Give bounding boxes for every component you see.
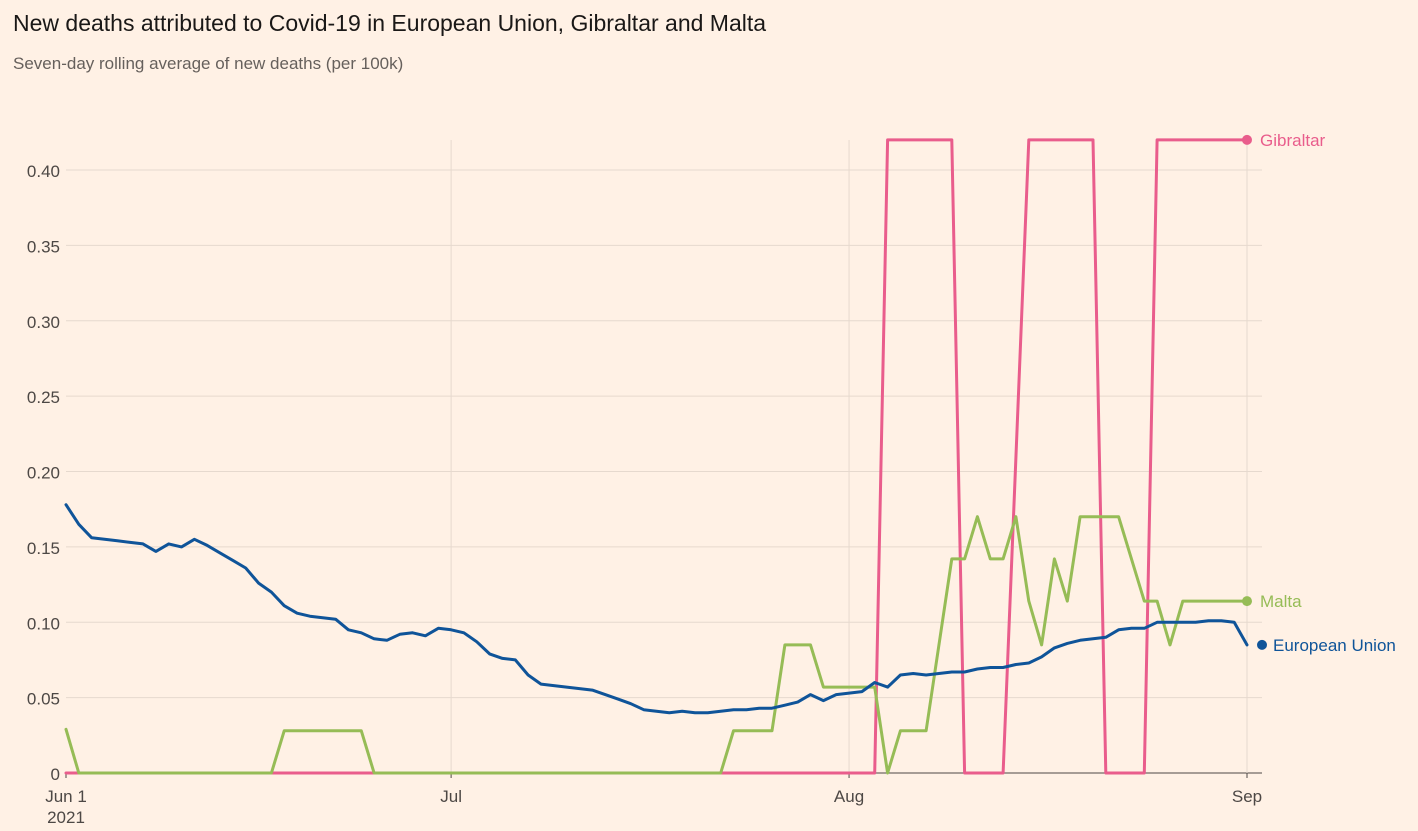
y-tick-label: 0.30 (27, 313, 60, 332)
european-union-label: European Union (1273, 636, 1396, 655)
malta-end-marker (1242, 596, 1252, 607)
gibraltar-label: Gibraltar (1260, 131, 1326, 150)
x-tick-label: Sep (1232, 787, 1262, 806)
y-tick-label: 0.15 (27, 539, 60, 558)
y-tick-label: 0 (51, 765, 60, 784)
malta-line (64, 515, 1249, 775)
y-tick-label: 0.05 (27, 690, 60, 709)
chart-subtitle: Seven-day rolling average of new deaths … (13, 54, 404, 73)
x-tick-label: Aug (834, 787, 864, 806)
axis-layer: 0 0.05 0.10 0.15 0.20 0.25 0.30 0.35 0.40 Jun 1 20… (27, 162, 1262, 827)
label-layer: Gibraltar Malta European Union (1242, 131, 1396, 655)
grid-layer (65, 140, 1262, 778)
gibraltar-line (64, 138, 1249, 775)
european-union-line (64, 503, 1249, 715)
y-tick-label: 0.40 (27, 162, 60, 181)
malta-label: Malta (1260, 592, 1302, 611)
chart-title: New deaths attributed to Covid-19 in Eur… (13, 10, 767, 36)
y-tick-label: 0.10 (27, 614, 60, 633)
series-layer (64, 138, 1249, 775)
y-tick-label: 0.35 (27, 237, 60, 256)
x-tick-sublabel: 2021 (47, 808, 85, 827)
y-tick-label: 0.25 (27, 388, 60, 407)
y-tick-label: 0.20 (27, 464, 60, 483)
european-union-end-marker (1257, 639, 1267, 650)
x-tick-label: Jun 1 (45, 787, 87, 806)
x-tick-label: Jul (440, 787, 462, 806)
gibraltar-end-marker (1242, 134, 1252, 145)
